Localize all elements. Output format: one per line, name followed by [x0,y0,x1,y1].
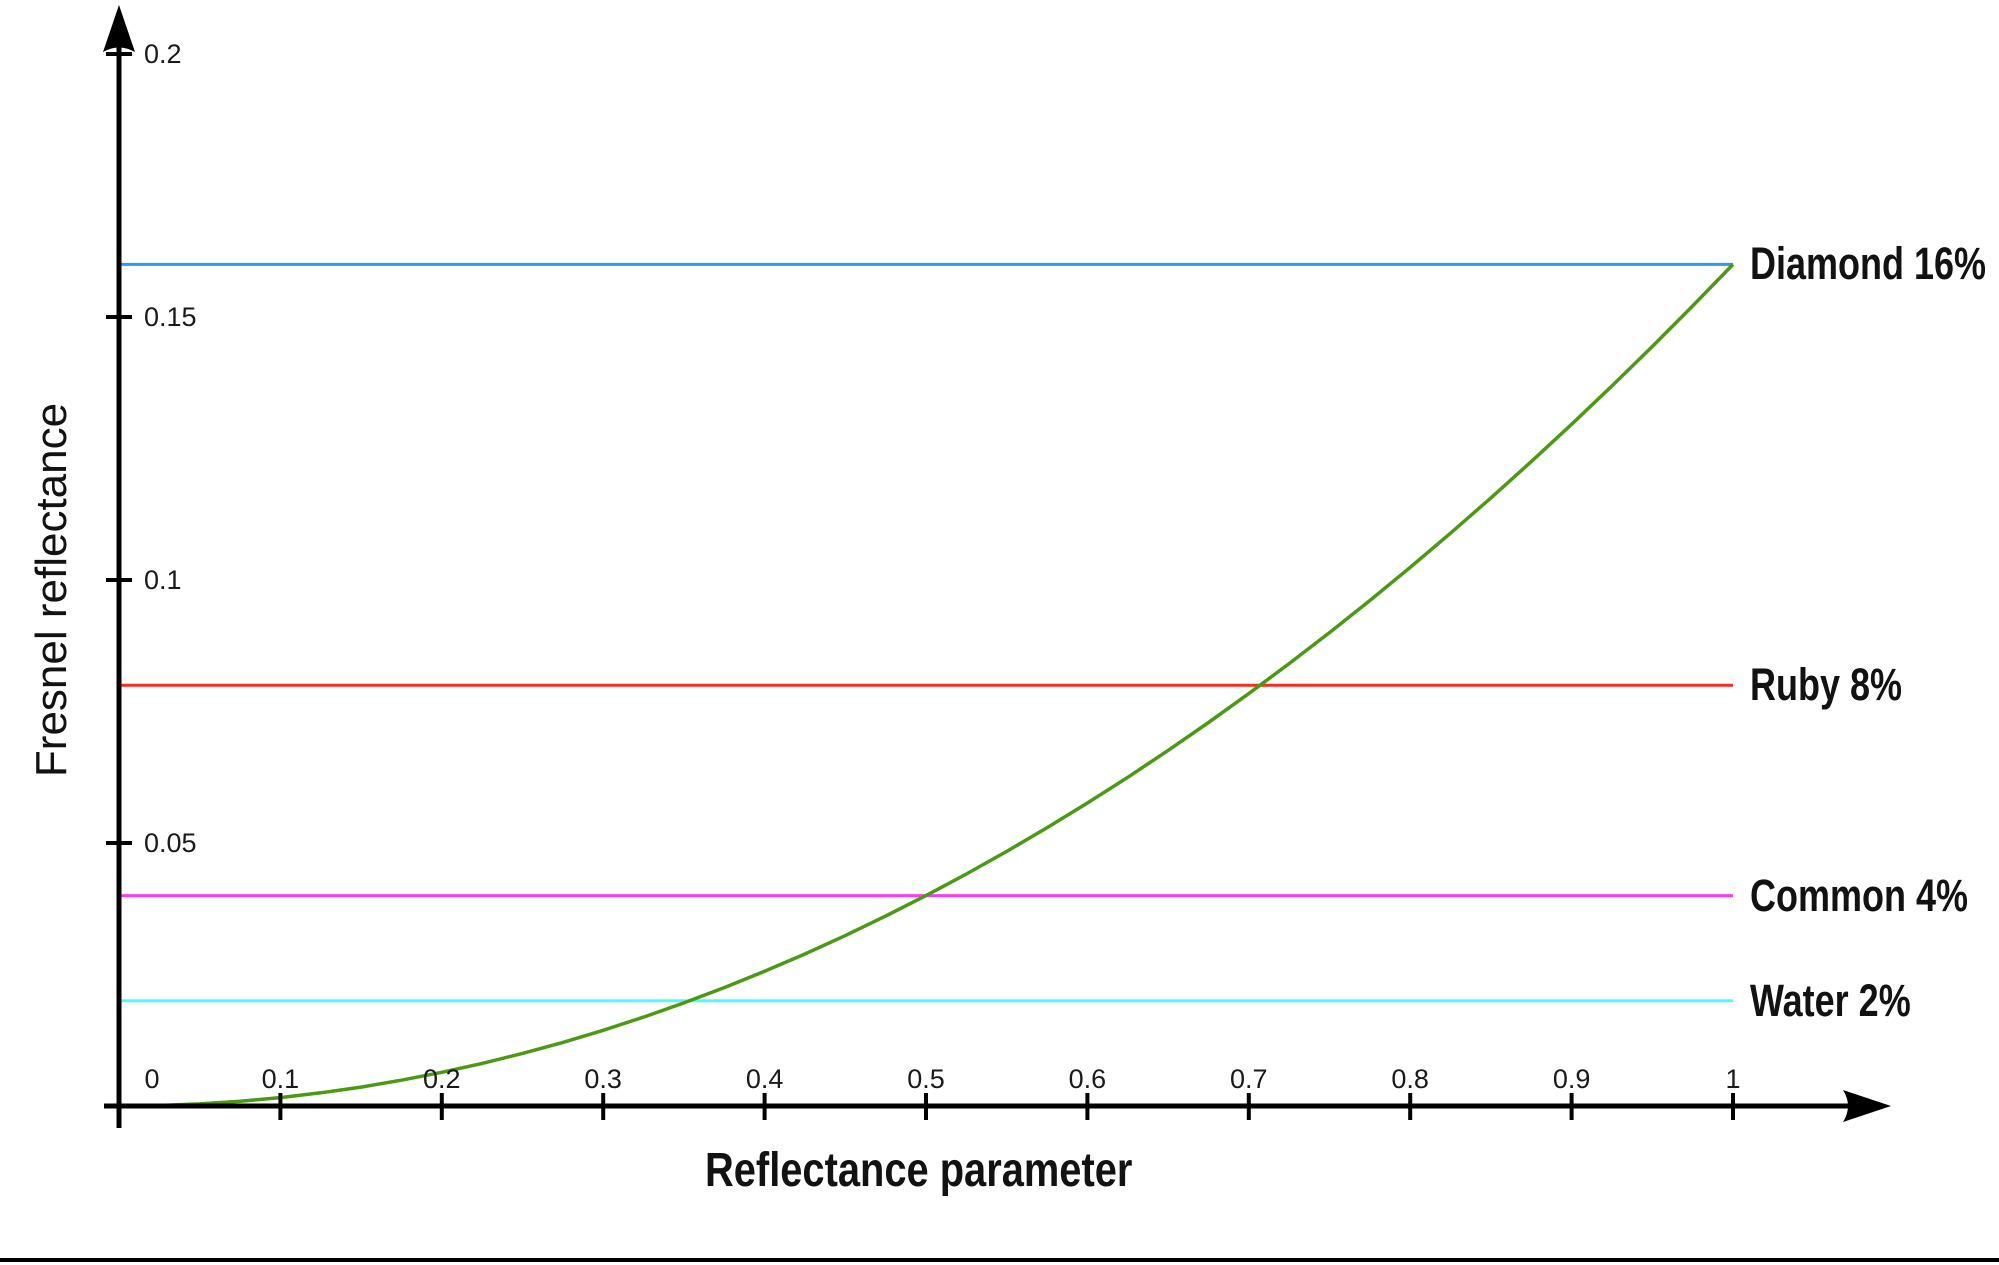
y-tick-label: 0.1 [144,565,182,595]
x-tick-label: 1 [1725,1064,1741,1094]
x-tick-label: 0.9 [1552,1064,1591,1094]
y-tick-label: 0.05 [144,828,197,858]
y-axis-arrowhead [103,5,135,52]
x-tick-label: 0.7 [1230,1064,1268,1094]
ref-line-label-ruby: Ruby 8% [1750,659,1903,711]
ref-line-label-common: Common 4% [1750,869,1969,921]
x-tick-label: 0.2 [423,1064,461,1094]
x-tick-label: 0.3 [584,1064,622,1094]
x-axis-arrowhead [1843,1090,1891,1122]
page-bottom-rule [0,1258,1999,1262]
x-tick-label: 0 [144,1064,160,1094]
x-axis-title: Reflectance parameter [705,1144,1133,1197]
x-tick-label: 0.6 [1068,1064,1107,1094]
x-tick-label: 0.5 [907,1064,945,1094]
fresnel-curve [118,263,1735,1108]
x-tick-label: 0.4 [745,1064,784,1094]
y-tick-label: 0.2 [144,39,182,69]
y-axis-title: Fresnel reflectance [27,402,76,778]
x-tick-label: 0.8 [1391,1064,1429,1094]
ref-line-label-water: Water 2% [1750,974,1911,1026]
y-tick-label: 0.15 [144,302,197,332]
ref-line-label-diamond: Diamond 16% [1750,238,1987,290]
x-tick-label: 0.1 [261,1064,300,1094]
